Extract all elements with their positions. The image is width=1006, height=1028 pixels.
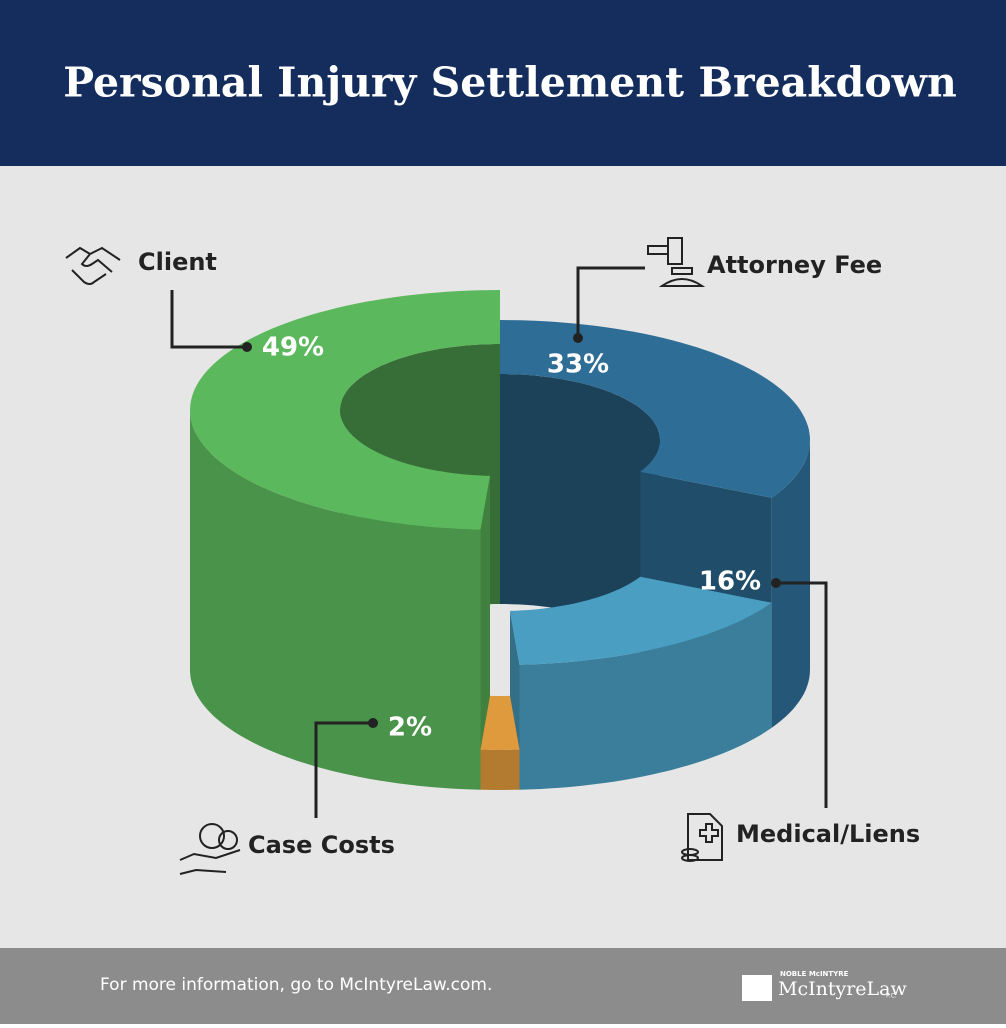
medical-icon (681, 813, 723, 862)
donut-chart (190, 290, 810, 790)
leader-line (170, 290, 247, 349)
logo-mark (742, 975, 772, 1001)
logo-top: NOBLE McINTYRE (780, 970, 849, 978)
segment-outer-wall (519, 602, 772, 790)
leader-line (776, 581, 828, 808)
leader-line (314, 721, 373, 818)
donut-segment (500, 320, 810, 498)
leader-dot (242, 342, 252, 352)
category-label: Medical/Liens (736, 820, 920, 848)
leader-line (576, 266, 645, 338)
logo: NOBLE McINTYRE McIntyreLaw P.C. (742, 970, 907, 1001)
category-label: Client (138, 248, 217, 276)
category-label: Case Costs (248, 831, 395, 859)
leader-dot (368, 718, 378, 728)
logo-suffix: P.C. (886, 993, 897, 1000)
leader-dot (771, 578, 781, 588)
chart-title: Personal Injury Settlement Breakdown (63, 59, 957, 107)
handshake-icon (65, 246, 121, 285)
footer (0, 948, 1006, 1024)
donut-segment (480, 695, 520, 750)
logo-name: McIntyreLaw (778, 978, 907, 1000)
leader-dot (573, 333, 583, 343)
value-label: 16% (699, 567, 761, 597)
footer-text: For more information, go to McIntyreLaw.… (100, 975, 492, 995)
value-label: 49% (262, 333, 324, 363)
category-label: Attorney Fee (707, 251, 882, 279)
value-label: 33% (547, 350, 609, 380)
segment-outer-wall (190, 410, 481, 790)
value-label: 2% (388, 713, 432, 743)
donut-segment (190, 290, 500, 530)
segment-outer-wall (480, 749, 520, 790)
money-hand-icon (179, 823, 241, 875)
gavel-icon (647, 237, 706, 287)
header (0, 0, 1006, 166)
donut-segment (510, 576, 772, 665)
